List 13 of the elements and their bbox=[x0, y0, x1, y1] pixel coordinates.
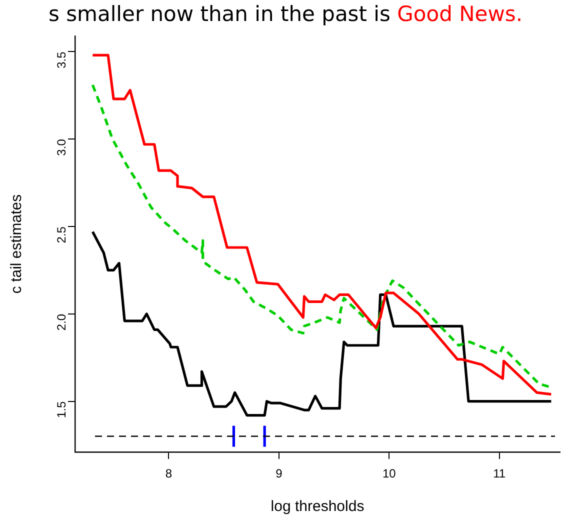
x-tick-label: 10 bbox=[382, 466, 396, 481]
y-tick-label: 1.5 bbox=[54, 400, 68, 418]
chart-title: s smaller now than in the past is bbox=[48, 2, 392, 26]
y-tick-label: 2.0 bbox=[54, 314, 68, 331]
y-tick-label: 2.5 bbox=[54, 226, 68, 244]
x-tick-label: 9 bbox=[276, 466, 283, 481]
x-tick-label: 8 bbox=[165, 466, 172, 481]
y-axis-title: c tail estimates bbox=[8, 194, 26, 294]
y-tick-label: 3.0 bbox=[54, 138, 68, 156]
x-tick-label: 11 bbox=[493, 466, 506, 481]
text: Good News. bbox=[397, 2, 523, 26]
x-axis-title: log thresholds bbox=[270, 498, 364, 516]
y-tick-label: 3.5 bbox=[54, 51, 68, 68]
